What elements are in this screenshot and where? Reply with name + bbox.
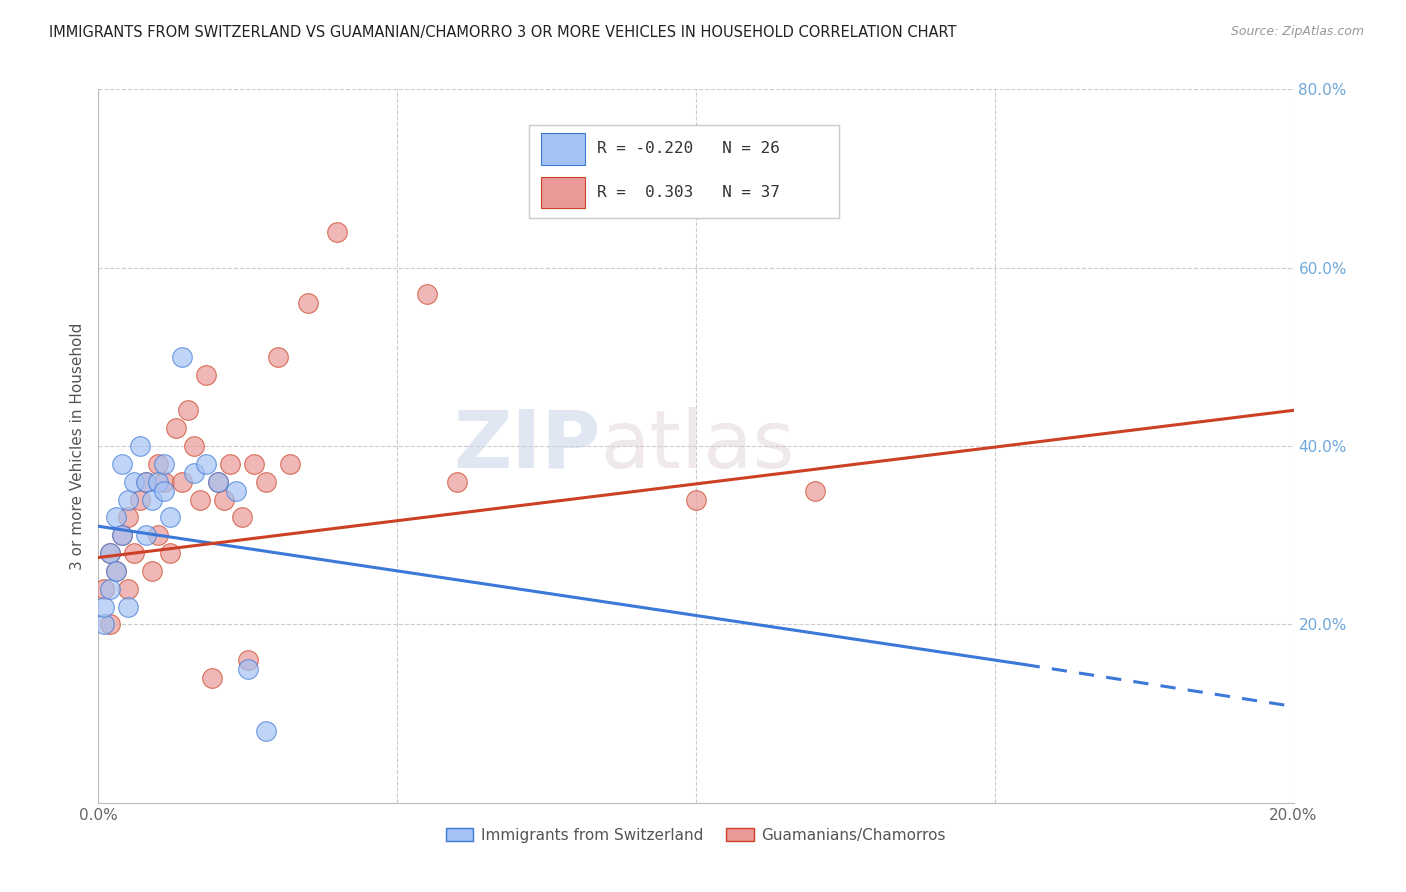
Text: IMMIGRANTS FROM SWITZERLAND VS GUAMANIAN/CHAMORRO 3 OR MORE VEHICLES IN HOUSEHOL: IMMIGRANTS FROM SWITZERLAND VS GUAMANIAN… [49,25,956,40]
Point [148,457,170,471]
Point [165,421,187,435]
Y-axis label: 3 or more Vehicles in Household: 3 or more Vehicles in Household [70,322,86,570]
Point [183,466,205,480]
Point [416,287,439,301]
Point [98,582,122,596]
Point [98,617,122,632]
Point [254,475,277,489]
Text: atlas: atlas [600,407,794,485]
Point [195,368,218,382]
Point [207,475,229,489]
Text: ZIP: ZIP [453,407,600,485]
Point [219,457,242,471]
Point [254,724,277,739]
Point [804,483,827,498]
Point [135,475,157,489]
Point [153,475,176,489]
Point [159,510,181,524]
Point [111,528,134,542]
Legend: Immigrants from Switzerland, Guamanians/Chamorros: Immigrants from Switzerland, Guamanians/… [440,822,952,848]
Point [159,546,181,560]
Point [446,475,468,489]
Point [105,564,128,578]
Point [236,662,259,676]
Point [172,475,194,489]
Point [117,582,139,596]
Point [129,492,152,507]
Point [117,492,139,507]
Point [111,457,134,471]
Point [111,528,134,542]
Text: Source: ZipAtlas.com: Source: ZipAtlas.com [1230,25,1364,38]
Point [135,528,157,542]
Point [148,475,170,489]
Point [105,564,128,578]
Point [188,492,211,507]
Point [177,403,200,417]
Point [148,528,170,542]
Point [236,653,259,667]
Point [267,350,290,364]
Point [231,510,253,524]
Point [225,483,247,498]
Point [141,564,163,578]
Point [278,457,301,471]
Point [153,483,176,498]
Point [685,492,707,507]
Point [195,457,218,471]
Point [93,582,115,596]
Point [98,546,122,560]
Point [124,546,146,560]
Point [326,225,349,239]
Point [212,492,235,507]
Point [93,617,115,632]
Point [129,439,152,453]
Point [183,439,205,453]
Point [141,492,163,507]
Point [98,546,122,560]
Point [243,457,266,471]
Point [105,510,128,524]
Point [117,510,139,524]
Point [117,599,139,614]
Point [93,599,115,614]
Point [153,457,176,471]
Point [172,350,194,364]
Point [207,475,229,489]
Point [201,671,224,685]
Point [135,475,157,489]
Point [297,296,319,310]
Point [124,475,146,489]
